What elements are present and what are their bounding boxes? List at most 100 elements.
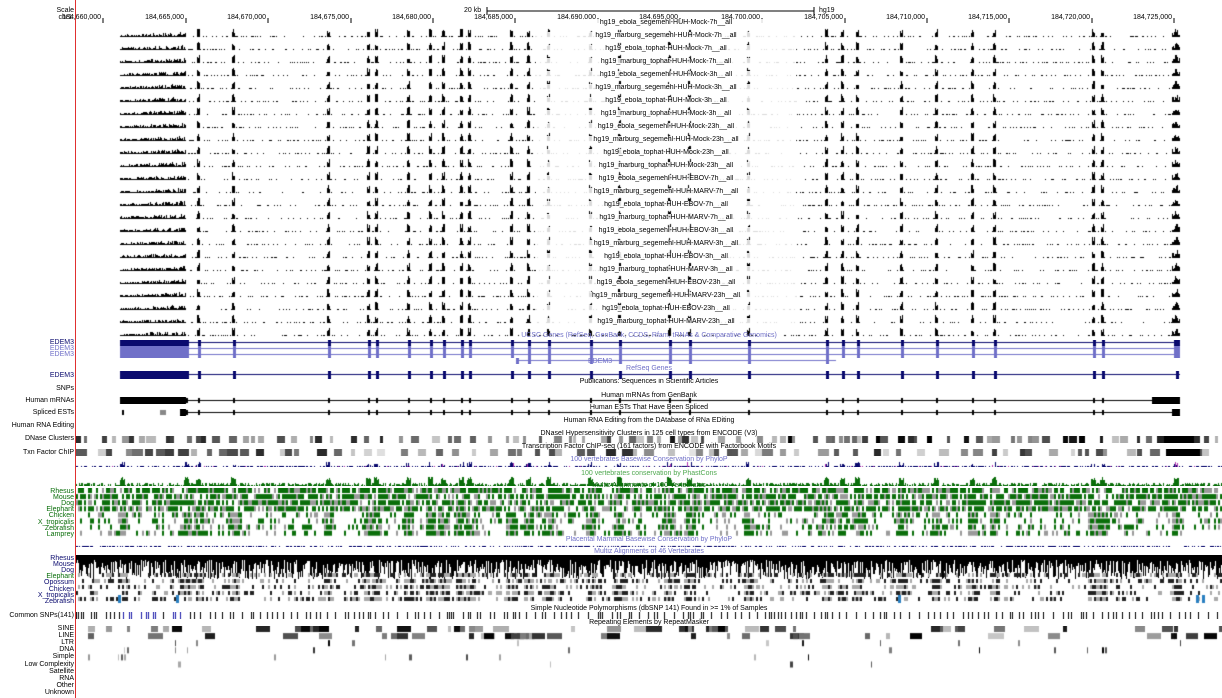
rnaseq-track[interactable] — [76, 64, 1222, 77]
rnaseq-track-canvas — [76, 25, 1222, 38]
repeat-class-label[interactable]: RNA — [59, 674, 74, 682]
phastcons100-track[interactable] — [76, 476, 1222, 486]
multiz46-species-label[interactable]: Elephant — [46, 573, 74, 581]
rnaseq-track[interactable] — [76, 194, 1222, 207]
rnaseq-track-label: hg19_marburg_segemehl-HUH-Mock-3h__all — [536, 84, 796, 92]
multiz100-species-label[interactable]: Zebrafish — [44, 524, 74, 532]
repeat-class-label[interactable]: Satellite — [49, 667, 74, 675]
repeat-class-label[interactable]: LINE — [58, 632, 74, 640]
rnaseq-track-label: hg19_marburg_tophat-HUH-Mock-3h__all — [536, 110, 796, 118]
rnaseq-track[interactable] — [76, 272, 1222, 285]
multiz100-track[interactable] — [76, 488, 1222, 540]
label-divider-line — [75, 0, 76, 698]
repeat-class-label[interactable]: Unknown — [44, 688, 74, 696]
common-snps-title: Simple Nucleotide Polymorphisms (dbSNP 1… — [530, 605, 768, 612]
rnaseq-track-label: hg19_ebola_segemehl-HUH-EBOV-3h__all — [536, 227, 796, 235]
publications-title: Publications: Sequences in Scientific Ar… — [579, 378, 719, 385]
rnaseq-track[interactable] — [76, 324, 1222, 337]
multiz46-species-label[interactable]: Rhesus — [50, 555, 74, 562]
rnaseq-track-label: hg19_ebola_tophat-HUH-EBOV-23h__all — [536, 305, 796, 313]
multiz46-species-label[interactable]: Chicken — [48, 585, 74, 593]
rnaseq-track[interactable] — [76, 90, 1222, 103]
repeat-class-label[interactable]: Other — [56, 681, 74, 689]
refseq-gene-label[interactable]: EDEM3 — [49, 372, 74, 379]
track-label-column: Scale chr1: EDEM3 EDEM3 EDEM3 EDEM3 SNPs Human … — [0, 0, 75, 698]
ucsc-gene-model[interactable] — [76, 352, 1222, 358]
spliced-ests-title: Human ESTs That Have Been Spliced — [589, 404, 709, 411]
scale-label[interactable]: Scale — [56, 7, 74, 14]
rnaseq-track[interactable] — [76, 233, 1222, 246]
multiz100-species-label[interactable]: Lamprey — [46, 530, 74, 538]
phylop100-track[interactable] — [76, 461, 1222, 467]
ucsc-gene-short-isoform[interactable] — [76, 358, 1222, 364]
ruler-tick-label: 184,675,000 — [310, 14, 349, 21]
txn-factor-chip-label[interactable]: Txn Factor ChIP — [23, 449, 74, 456]
multiz100-species-label[interactable]: Dog — [61, 500, 74, 508]
rnaseq-track[interactable] — [76, 116, 1222, 129]
multiz100-species-label[interactable]: Mouse — [52, 494, 74, 502]
rnaseq-track[interactable] — [76, 285, 1222, 298]
rnaseq-track[interactable] — [76, 207, 1222, 220]
rnaseq-track-label: hg19_ebola_segemehl-HUH-EBOV-23h__all — [536, 279, 796, 287]
txn-factor-chip-track[interactable] — [76, 449, 1222, 456]
rna-editing-title: Human RNA Editing from the DAtabase of R… — [563, 417, 735, 424]
rnaseq-track[interactable] — [76, 155, 1222, 168]
repeatmasker-track[interactable] — [76, 626, 1222, 696]
ucsc-gene-model[interactable] — [76, 346, 1222, 352]
multiz100-species-label[interactable]: Rhesus — [50, 488, 74, 495]
rnaseq-track[interactable] — [76, 246, 1222, 259]
chrom-label[interactable]: chr1: — [58, 14, 74, 21]
multiz100-species-label[interactable]: X_tropicalis — [37, 518, 74, 526]
repeat-class-label[interactable]: Simple — [52, 653, 74, 661]
rnaseq-track[interactable] — [76, 220, 1222, 233]
placental-phylop-track[interactable] — [76, 542, 1222, 547]
rnaseq-track[interactable] — [76, 259, 1222, 272]
human-mrnas-track[interactable] — [76, 397, 1222, 404]
human-mrnas-label[interactable]: Human mRNAs — [25, 397, 74, 404]
rnaseq-track[interactable] — [76, 168, 1222, 181]
multiz46-species-label[interactable]: Dog — [61, 567, 74, 575]
spliced-ests-label[interactable]: Spliced ESTs — [32, 409, 74, 416]
rnaseq-track[interactable] — [76, 38, 1222, 51]
rnaseq-track-label: hg19_ebola_tophat-HUH-Mock-7h__all — [536, 45, 796, 53]
gene-name-edem3[interactable]: EDEM3 — [49, 345, 74, 352]
repeat-class-label[interactable]: SINE — [57, 625, 74, 632]
repeat-class-label[interactable]: Low Complexity — [24, 660, 74, 668]
common-snps-label[interactable]: Common SNPs(141) — [9, 612, 74, 619]
multiz100-species-label[interactable]: Elephant — [46, 506, 74, 514]
rnaseq-track[interactable] — [76, 103, 1222, 116]
rnaseq-track[interactable] — [76, 51, 1222, 64]
ruler-tick-label: 184,720,000 — [1051, 14, 1090, 21]
ucsc-genes-title: UCSC Genes (RefSeq, GenBank, CCDS, Rfam,… — [521, 332, 777, 339]
common-snps-track[interactable] — [76, 612, 1222, 619]
rnaseq-track-canvas — [76, 298, 1222, 311]
multiz46-track[interactable] — [76, 555, 1222, 605]
rnaseq-track[interactable] — [76, 298, 1222, 311]
rnaseq-track[interactable] — [76, 25, 1222, 38]
repeat-class-label[interactable]: DNA — [59, 646, 74, 654]
rna-editing-label[interactable]: Human RNA Editing — [11, 422, 74, 429]
ucsc-gene-model[interactable] — [76, 340, 1222, 346]
placental-phylop-track-canvas — [76, 542, 1222, 547]
spliced-ests-track[interactable] — [76, 409, 1222, 416]
snps-label[interactable]: SNPs — [56, 385, 74, 392]
refseq-gene-model[interactable] — [76, 371, 1222, 379]
multiz46-species-label[interactable]: Opossum — [44, 579, 74, 587]
rnaseq-track[interactable] — [76, 77, 1222, 90]
rnaseq-track-canvas — [76, 207, 1222, 220]
repeat-class-label[interactable]: LTR — [61, 639, 74, 647]
multiz46-species-label[interactable]: Zebrafish — [44, 597, 74, 605]
gene-name-edem3[interactable]: EDEM3 — [49, 339, 74, 346]
rnaseq-track[interactable] — [76, 142, 1222, 155]
gene-name-edem3[interactable]: EDEM3 — [49, 351, 74, 358]
multiz46-species-label[interactable]: Mouse — [52, 561, 74, 569]
dnase-clusters-track[interactable] — [76, 436, 1222, 443]
rnaseq-track[interactable] — [76, 181, 1222, 194]
rnaseq-track-label: hg19_marburg_segemehl-HUH-Mock-23h__all — [536, 136, 796, 144]
rnaseq-track[interactable] — [76, 311, 1222, 324]
rnaseq-track-label: hg19_marburg_segemehl-HUH-Mock-7h__all — [536, 32, 796, 40]
rnaseq-track[interactable] — [76, 129, 1222, 142]
multiz46-species-label[interactable]: X_tropicalis — [37, 591, 74, 599]
multiz100-species-label[interactable]: Chicken — [48, 512, 74, 520]
dnase-clusters-label[interactable]: DNase Clusters — [24, 435, 74, 442]
